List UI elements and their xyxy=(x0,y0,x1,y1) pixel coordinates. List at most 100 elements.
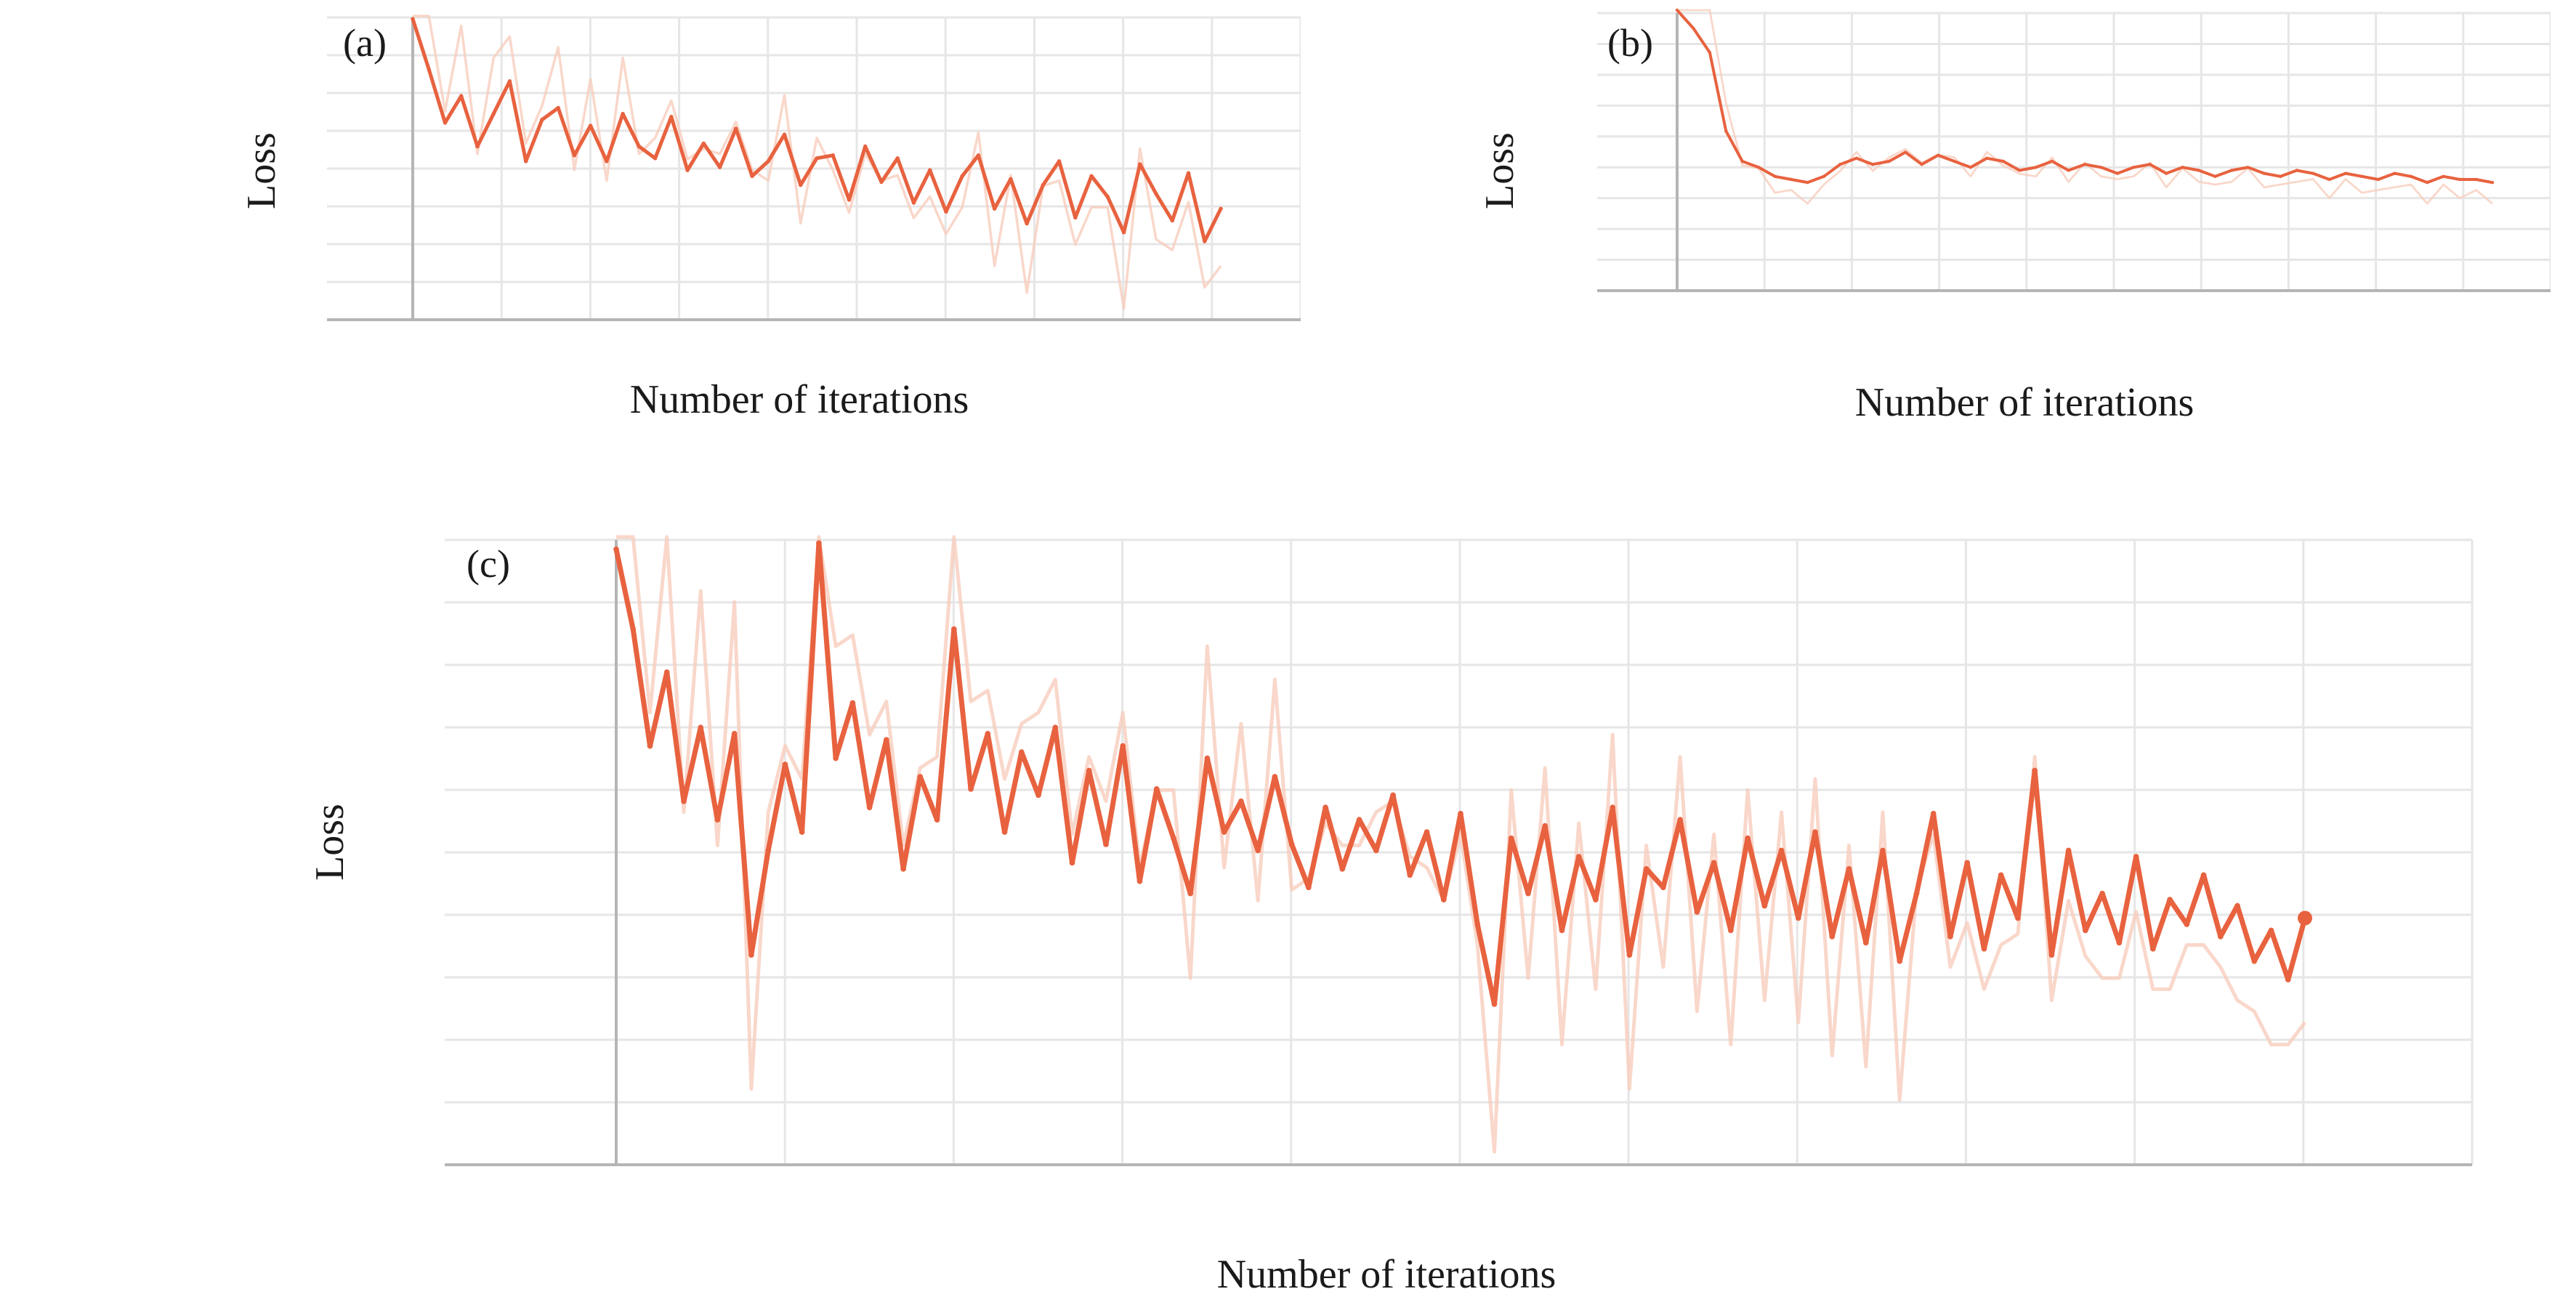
chart-c-point xyxy=(1711,860,1717,866)
chart-b-point xyxy=(1822,174,1826,178)
chart-a-point xyxy=(653,156,658,161)
chart-a-point xyxy=(491,111,496,116)
chart-a-point xyxy=(572,153,577,158)
chart-c-point xyxy=(2083,927,2088,934)
chart-b-point xyxy=(2343,171,2348,175)
chart-b-point xyxy=(2165,171,2168,175)
chart-c-point xyxy=(1424,829,1430,835)
chart-c-point xyxy=(1272,774,1278,780)
chart-b-point xyxy=(1740,159,1744,163)
chart-c-point xyxy=(681,798,687,804)
chart-b-point xyxy=(2262,171,2266,175)
chart-c-point xyxy=(1407,872,1413,878)
chart-b-point xyxy=(2050,159,2054,163)
chart-c-point xyxy=(1120,743,1126,749)
chart-b-point xyxy=(2458,177,2462,182)
chart-c-point xyxy=(917,774,924,780)
chart-c-point xyxy=(2048,952,2055,958)
chart-c-points xyxy=(613,540,2308,1007)
chart-c-point xyxy=(1221,829,1227,835)
chart-c-point xyxy=(833,755,839,761)
chart-panel-c: (c) xyxy=(445,534,2476,1173)
chart-c-point xyxy=(663,669,670,675)
chart-b-point xyxy=(1708,51,1712,54)
chart-c-point xyxy=(1255,847,1261,854)
chart-c-point xyxy=(1677,817,1683,823)
chart-c-point xyxy=(1069,860,1075,866)
chart-b-point xyxy=(2001,159,2005,163)
chart-b-point xyxy=(2393,171,2397,175)
chart-a-point xyxy=(588,124,593,128)
chart-c-point xyxy=(1964,860,1971,866)
chart-c-point xyxy=(1880,847,1886,854)
chart-c-point xyxy=(849,700,856,706)
chart-c-grid xyxy=(445,538,2474,1166)
chart-b-point xyxy=(2442,174,2445,178)
chart-b-point xyxy=(2197,169,2201,172)
chart-c-point xyxy=(1373,847,1379,854)
chart-c-point xyxy=(1052,724,1059,731)
chart-c-point xyxy=(1694,909,1700,915)
chart-a-point xyxy=(701,141,706,146)
chart-a-point xyxy=(1073,215,1078,220)
chart-b-point xyxy=(1887,159,1891,163)
chart-c-point xyxy=(799,829,805,835)
chart-b-point xyxy=(2213,174,2217,178)
chart-c-point xyxy=(2234,902,2240,909)
chart-c-point xyxy=(765,847,772,854)
chart-a-x-axis-label: Number of iterations xyxy=(629,377,969,422)
chart-b-point xyxy=(1806,180,1809,185)
chart-b-point xyxy=(2115,171,2120,175)
chart-b-panel-label: (b) xyxy=(1607,21,1653,65)
chart-c-point xyxy=(1846,865,1852,872)
chart-a-point xyxy=(895,156,900,161)
chart-c-point xyxy=(968,786,974,792)
chart-c-point xyxy=(2268,927,2274,934)
chart-a-point xyxy=(927,168,932,172)
chart-c-point xyxy=(1525,890,1531,897)
chart-c-point xyxy=(1035,792,1041,799)
chart-b-point xyxy=(1724,129,1728,133)
chart-c-point xyxy=(1812,829,1818,835)
chart-c-panel-label: (c) xyxy=(467,542,510,586)
chart-b-point xyxy=(1757,166,1761,169)
chart-a-point xyxy=(523,159,528,163)
chart-c-point xyxy=(1913,890,1920,897)
chart-c-point xyxy=(1643,865,1650,872)
chart-a-point xyxy=(443,121,448,125)
chart-a-point xyxy=(556,105,560,110)
chart-c-point xyxy=(1238,798,1244,804)
chart-c-point xyxy=(1981,945,1987,952)
chart-a-point xyxy=(507,79,512,84)
chart-b-point xyxy=(2246,166,2250,169)
chart-c-point xyxy=(2149,945,2156,952)
chart-c-point xyxy=(2285,977,2291,982)
chart-c-point xyxy=(866,804,873,811)
chart-b-grid xyxy=(1597,12,2551,292)
chart-b-point xyxy=(2490,180,2495,185)
chart-a-y-axis-label: Loss xyxy=(239,132,284,209)
chart-b-point xyxy=(1773,174,1777,178)
chart-a-point xyxy=(1089,174,1094,179)
chart-c-point xyxy=(1745,835,1751,841)
chart-c-point xyxy=(2099,890,2105,897)
chart-b-point xyxy=(2099,166,2103,169)
chart-b-point xyxy=(2360,174,2364,178)
chart-c-point xyxy=(1778,847,1785,854)
chart-b-point xyxy=(2229,169,2234,172)
chart-a-point xyxy=(685,168,690,172)
chart-b-point xyxy=(1903,150,1907,154)
chart-c-point xyxy=(782,761,788,767)
chart-c-point xyxy=(698,724,704,731)
chart-a-point xyxy=(799,182,803,187)
chart-c-point xyxy=(934,817,940,823)
chart-a-point xyxy=(831,153,835,158)
chart-a-point xyxy=(960,174,964,179)
chart-a-point xyxy=(992,206,997,211)
chart-b-point xyxy=(2376,177,2381,182)
chart-c-point xyxy=(1305,884,1312,891)
chart-b-point xyxy=(2018,169,2022,172)
chart-a-point xyxy=(1057,159,1062,163)
chart-c-point xyxy=(613,546,619,552)
chart-b-point xyxy=(2148,162,2152,166)
